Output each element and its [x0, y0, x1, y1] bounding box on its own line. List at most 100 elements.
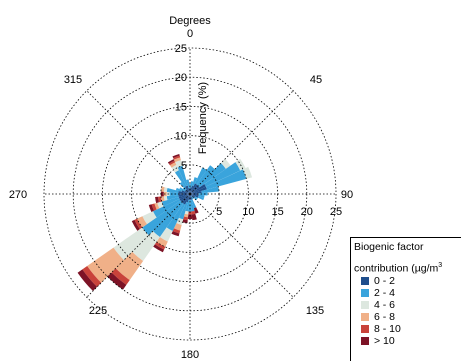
- legend-title-text: contribution (µg/m: [354, 262, 439, 275]
- sector-60-bin-0: [190, 183, 206, 194]
- sector-230-bin-3: [87, 247, 124, 283]
- sector-250-bin-4: [151, 203, 157, 211]
- radial-tick-v-10: 10: [175, 131, 187, 143]
- legend-swatch-0: [361, 277, 369, 285]
- direction-label-270: 270: [9, 189, 27, 201]
- sector-40-bin-0: [190, 184, 199, 194]
- sector-30-bin-0: [190, 183, 197, 194]
- legend-swatch-1: [361, 289, 369, 297]
- sector-260-bin-5: [155, 196, 159, 204]
- sector-270-bin-1: [169, 192, 179, 196]
- sector-250-bin-3: [154, 202, 160, 210]
- sector-300-bin-1: [179, 187, 186, 192]
- sector-190-bin-3: [183, 213, 189, 218]
- legend-title-sup: 3: [438, 262, 443, 269]
- sector-60-bin-1: [204, 162, 241, 187]
- legend-entry-3: 6 - 8: [361, 311, 401, 323]
- sector-280-bin-2: [163, 187, 168, 192]
- legend-entry-5: > 10: [361, 335, 401, 347]
- legend-entry-1: 2 - 4: [361, 287, 401, 299]
- sector-110-bin-0: [190, 194, 199, 198]
- sector-120-bin-1: [194, 196, 198, 200]
- sector-190-bin-1: [185, 199, 190, 212]
- sector-240-bin-1: [152, 198, 181, 218]
- radial-tick-h-5: 5: [216, 206, 222, 218]
- sector-200-bin-4: [172, 228, 181, 234]
- sector-130-bin-1: [194, 197, 198, 201]
- sector-180-bin-5: [187, 214, 193, 220]
- sector-230-bin-1: [142, 200, 182, 236]
- sector-330-bin-4: [168, 160, 176, 166]
- sector-100-bin-0: [190, 194, 199, 197]
- legend: Biogenic factor contribution (µg/m3 0 - …: [350, 237, 461, 361]
- sector-210-bin-2: [159, 227, 173, 242]
- sector-330-bin-0: [184, 186, 190, 194]
- sector-350-bin-1: [186, 179, 190, 189]
- sector-340-bin-1: [177, 165, 188, 187]
- sector-220-bin-5: [107, 272, 127, 290]
- legend-label-4: 8 - 10: [374, 323, 401, 335]
- sector-230-bin-2: [113, 227, 149, 261]
- sector-80-bin-1: [201, 186, 220, 193]
- sector-240-bin-5: [131, 219, 140, 231]
- sector-60-bin-2: [235, 158, 246, 171]
- sector-280-bin-1: [166, 187, 179, 193]
- sector-150-bin-1: [191, 196, 194, 200]
- sector-20-bin-1: [192, 177, 198, 187]
- sector-290-bin-0: [181, 190, 190, 194]
- legend-label-3: 6 - 8: [374, 311, 396, 323]
- sector-260-bin-0: [178, 194, 190, 198]
- chart-title: Degrees: [169, 15, 211, 27]
- radial-tick-h-10: 10: [242, 206, 254, 218]
- radial-tick-h-20: 20: [301, 206, 313, 218]
- legend-label-2: 4 - 6: [374, 299, 396, 311]
- sector-300-bin-0: [184, 190, 190, 194]
- sector-210-bin-0: [183, 194, 190, 205]
- sector-240-bin-3: [137, 216, 147, 228]
- sector-310-bin-1: [182, 187, 186, 191]
- sector-200-bin-5: [171, 231, 180, 237]
- sector-70-bin-0: [190, 186, 207, 194]
- sector-10-bin-0: [190, 187, 192, 194]
- sector-210-bin-3: [156, 237, 168, 247]
- sector-190-bin-2: [184, 210, 189, 215]
- sector-240-bin-4: [134, 218, 143, 230]
- legend-swatch-3: [361, 313, 369, 321]
- sector-50-bin-2: [220, 158, 231, 169]
- sector-20-bin-0: [190, 185, 194, 194]
- sector-250-bin-5: [148, 204, 155, 213]
- sector-100-bin-1: [198, 194, 205, 198]
- sector-280-bin-3: [160, 186, 165, 192]
- sector-220-bin-2: [132, 231, 160, 261]
- sector-200-bin-1: [178, 201, 188, 220]
- legend-swatch-2: [361, 301, 369, 309]
- sector-230-bin-5: [77, 269, 98, 292]
- direction-label-135: 135: [306, 305, 324, 317]
- direction-label-90: 90: [341, 189, 353, 201]
- sector-340-bin-5: [172, 153, 180, 159]
- legend-label-5: > 10: [374, 335, 395, 347]
- sector-250-bin-0: [178, 194, 190, 199]
- sector-70-bin-2: [242, 166, 253, 179]
- direction-label-0: 0: [187, 28, 193, 40]
- legend-entry-4: 8 - 10: [361, 323, 401, 335]
- sector-210-bin-1: [166, 203, 186, 232]
- legend-swatch-4: [361, 325, 369, 333]
- sector-330-bin-2: [171, 164, 179, 173]
- sector-210-bin-4: [154, 241, 166, 250]
- sector-220-bin-0: [181, 194, 190, 204]
- direction-label-225: 225: [89, 305, 107, 317]
- sector-200-bin-3: [173, 223, 182, 231]
- sector-340-bin-3: [173, 157, 181, 163]
- sector-260-bin-1: [166, 195, 179, 201]
- legend-entry-0: 0 - 2: [361, 275, 401, 287]
- legend-label-1: 2 - 4: [374, 287, 396, 299]
- sector-200-bin-0: [186, 194, 190, 203]
- sector-170-bin-1: [190, 199, 195, 212]
- sector-240-bin-2: [142, 211, 157, 225]
- sector-340-bin-0: [186, 185, 190, 194]
- sector-330-bin-3: [169, 162, 177, 168]
- legend-swatch-5: [361, 337, 369, 345]
